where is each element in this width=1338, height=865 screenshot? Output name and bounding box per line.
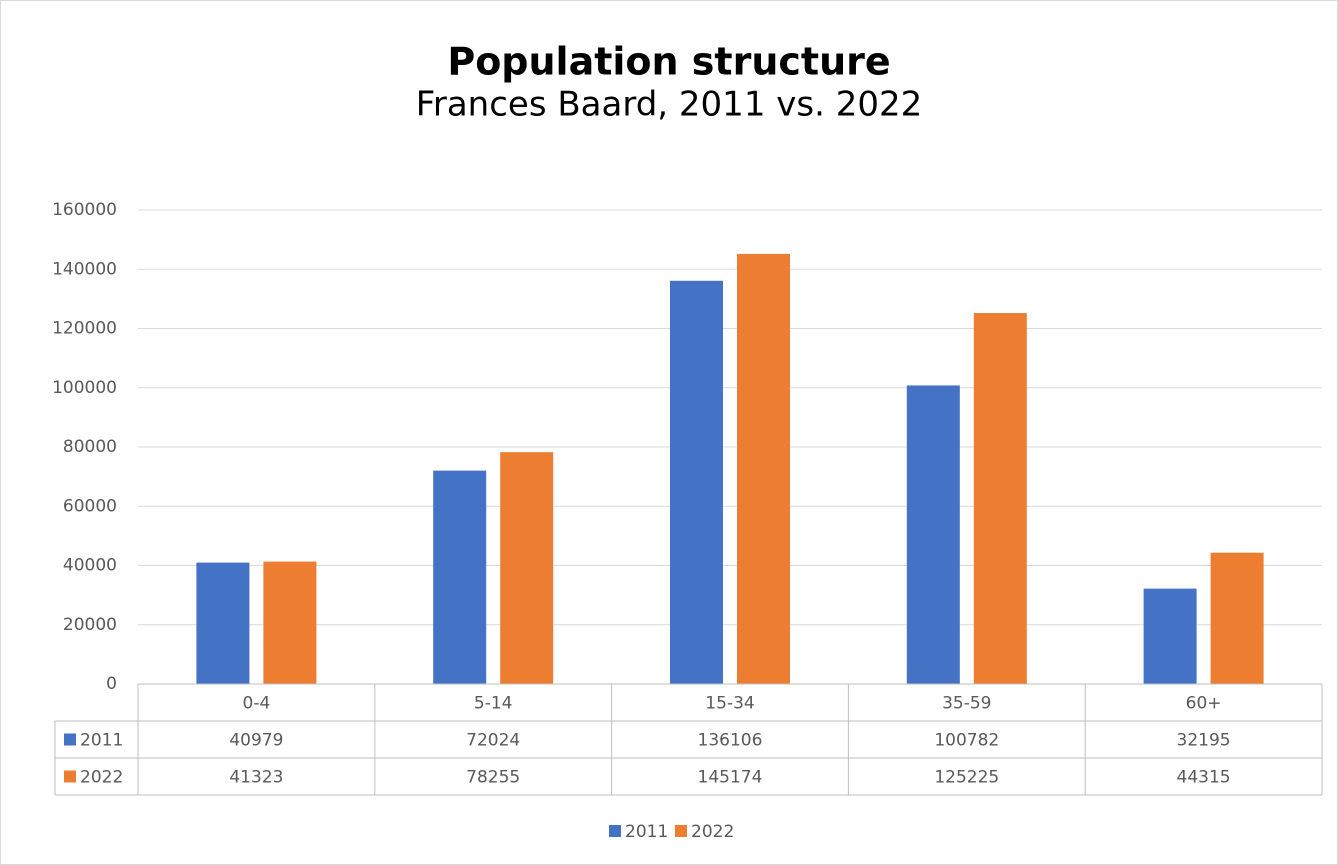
table-value: 145174 [698, 768, 763, 788]
x-tick-label: 60+ [1186, 694, 1222, 714]
y-tick-label: 140000 [52, 259, 117, 279]
chart-title: Population structure [447, 40, 890, 84]
x-tick-label: 15-34 [705, 694, 754, 714]
table-value: 44315 [1177, 768, 1231, 788]
legend-label: 2011 [625, 822, 668, 842]
y-tick-label: 120000 [52, 319, 117, 339]
y-tick-label: 80000 [63, 437, 117, 457]
y-tick-label: 160000 [52, 200, 117, 220]
legend-label: 2022 [691, 822, 734, 842]
table-value: 41323 [229, 768, 283, 788]
y-tick-label: 0 [106, 674, 117, 694]
table-value: 125225 [934, 768, 999, 788]
table-value: 100782 [934, 731, 999, 751]
table-series-name: 2022 [80, 768, 123, 788]
y-tick-label: 40000 [63, 556, 117, 576]
legend-swatch [675, 825, 687, 837]
x-tick-label: 5-14 [474, 694, 513, 714]
bar [196, 562, 250, 684]
bar [433, 470, 487, 684]
x-tick-label: 0-4 [243, 694, 271, 714]
bar [263, 561, 317, 684]
table-value: 72024 [466, 731, 520, 751]
legend-swatch [609, 825, 621, 837]
table-value: 136106 [698, 731, 763, 751]
y-tick-label: 60000 [63, 496, 117, 516]
y-tick-label: 100000 [52, 378, 117, 398]
y-tick-label: 20000 [63, 615, 117, 635]
legend-key [64, 770, 76, 783]
table-value: 78255 [466, 768, 520, 788]
bar [1143, 588, 1197, 684]
bar [500, 452, 554, 684]
table-value: 32195 [1177, 731, 1231, 751]
bar [1210, 552, 1264, 684]
chart-subtitle: Frances Baard, 2011 vs. 2022 [416, 85, 922, 125]
bar [737, 253, 790, 684]
legend-key [64, 733, 76, 746]
bar [670, 280, 723, 684]
bar [906, 385, 960, 684]
table-series-name: 2011 [80, 731, 123, 751]
bar [973, 313, 1027, 684]
x-tick-label: 35-59 [942, 694, 991, 714]
table-value: 40979 [229, 731, 283, 751]
